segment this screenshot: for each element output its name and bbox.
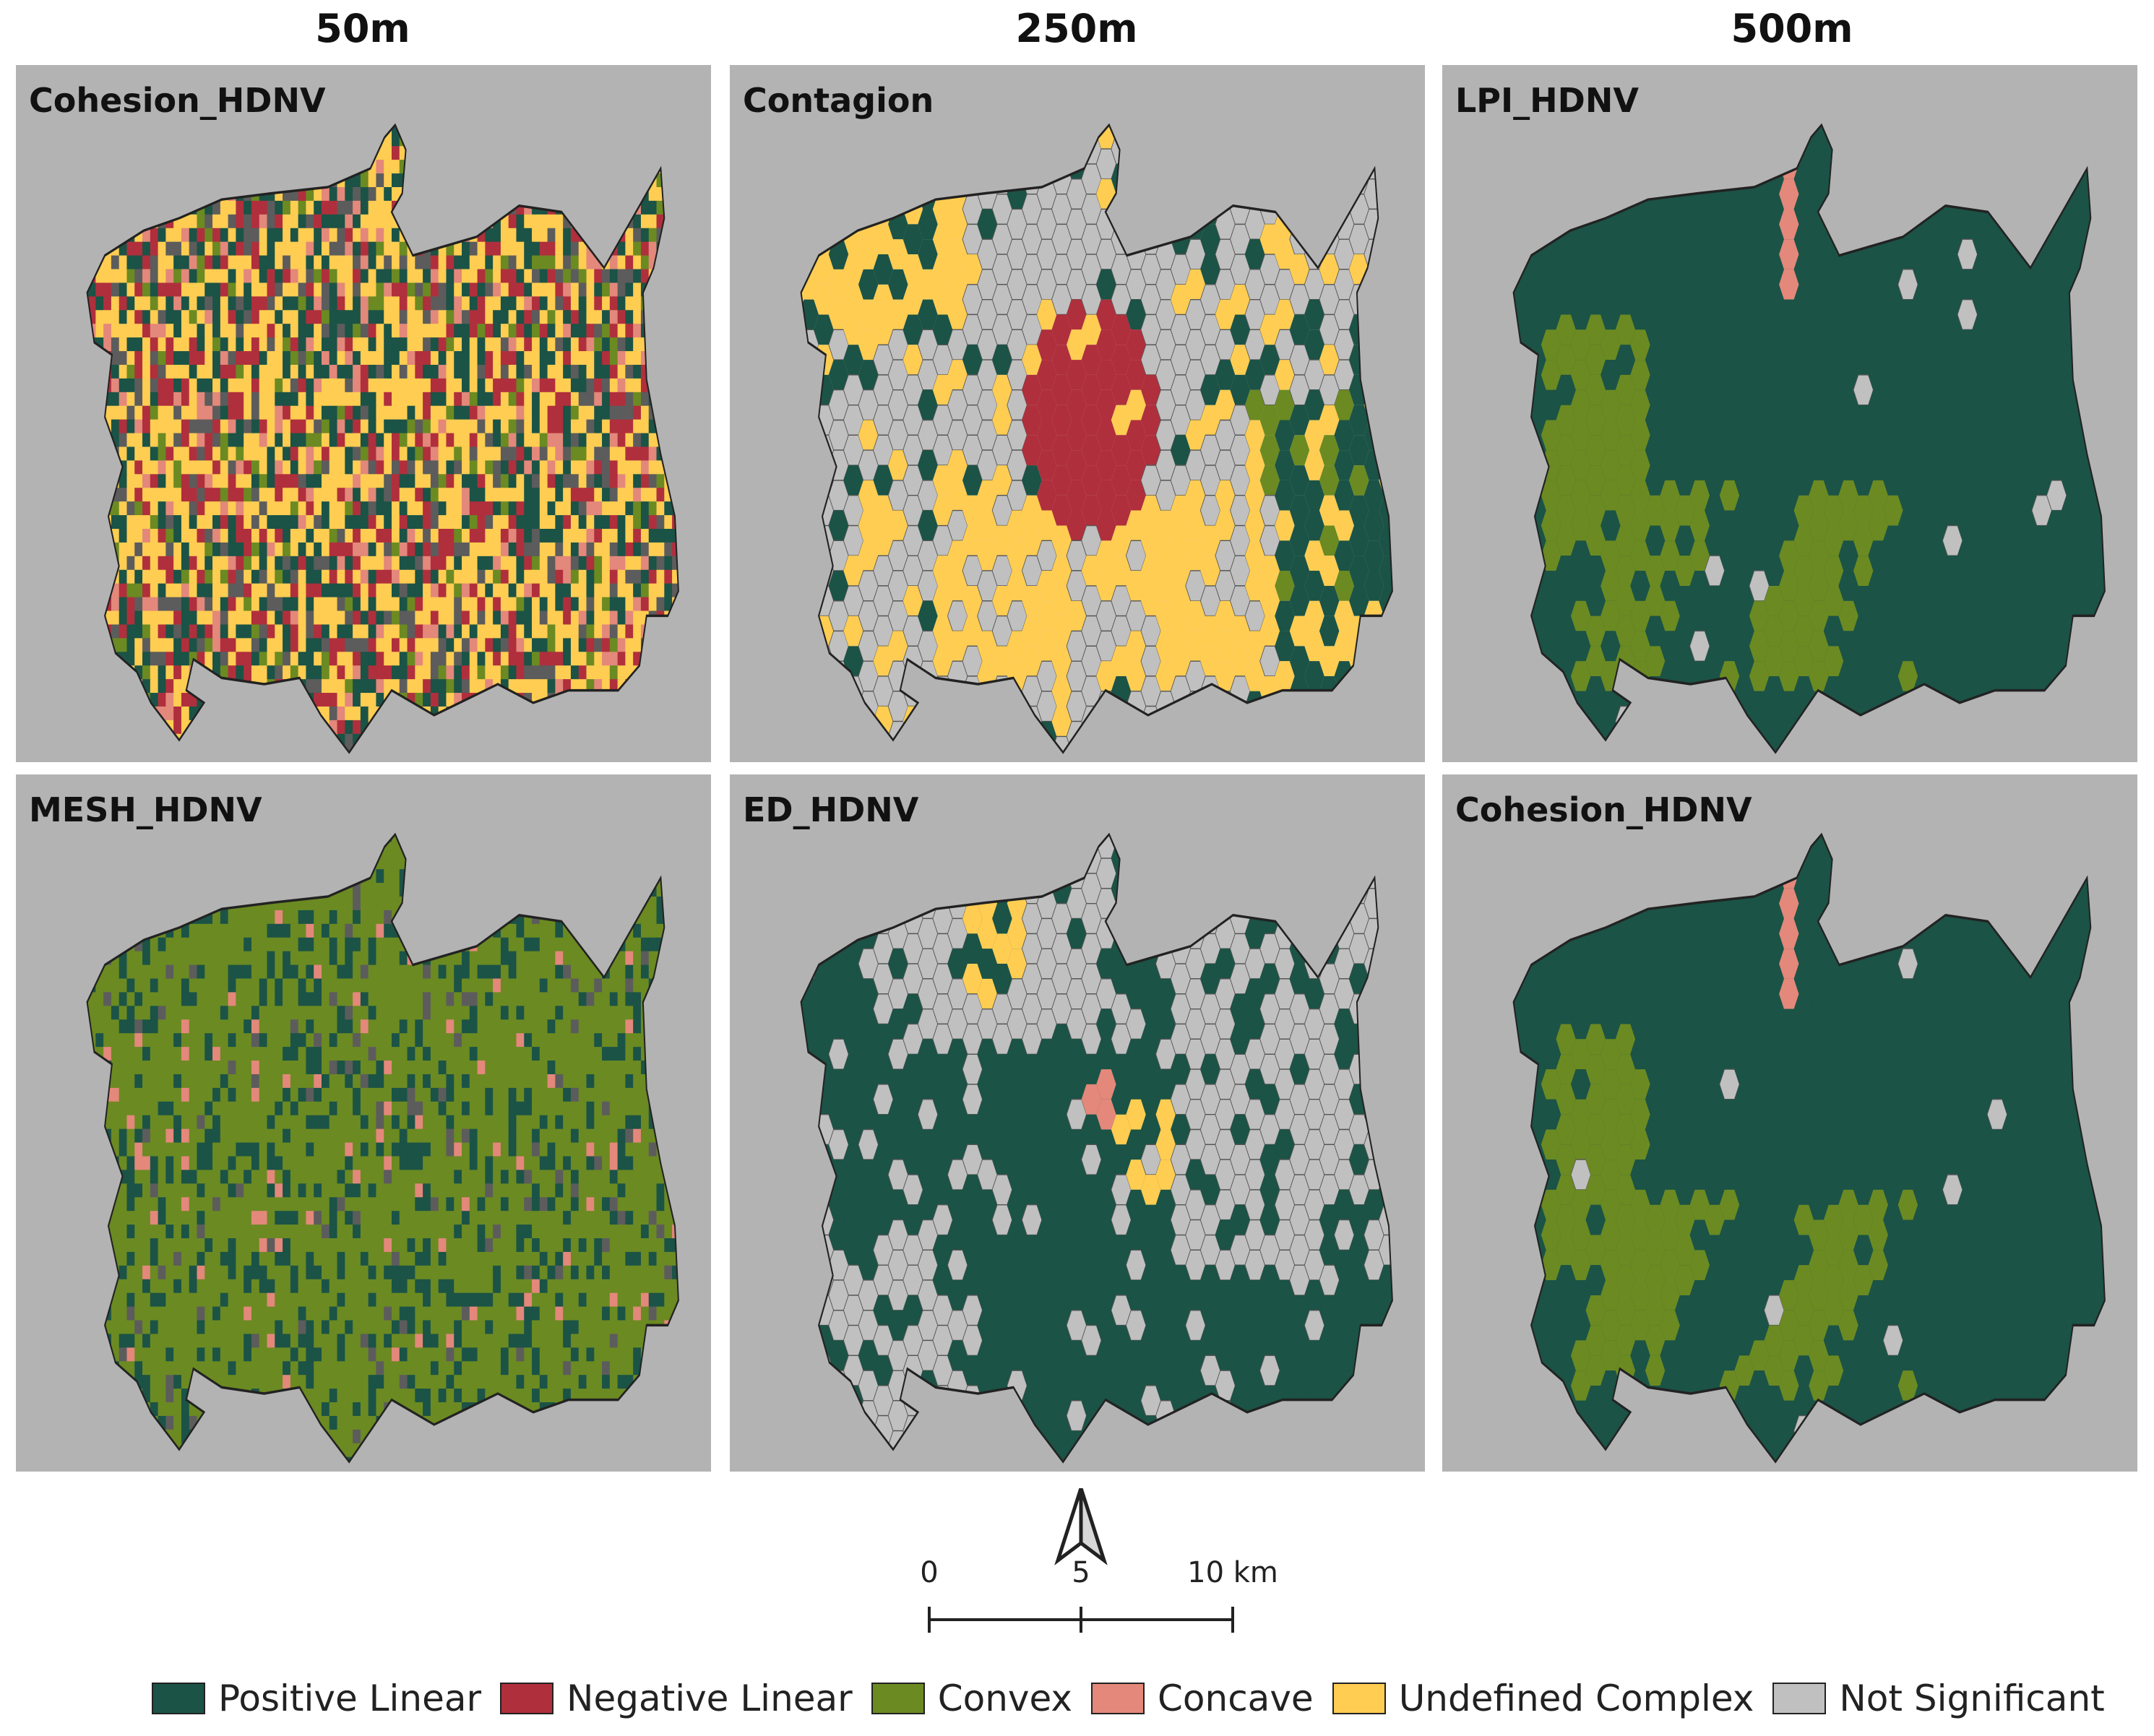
column-title-50m: 50m [315, 6, 410, 51]
legend-label: Not Significant [1839, 1677, 2105, 1719]
scale-label-10km: 10 km [1187, 1556, 1278, 1589]
legend-item-positive-linear: Positive Linear [152, 1677, 481, 1719]
legend-item-convex: Convex [871, 1677, 1072, 1719]
region-map [86, 123, 679, 754]
panel-label: ED_HDNV [743, 790, 919, 829]
legend-swatch [152, 1683, 205, 1714]
column-title-250m: 250m [1015, 6, 1138, 51]
legend-item-negative-linear: Negative Linear [500, 1677, 853, 1719]
legend-item-undefined-complex: Undefined Complex [1332, 1677, 1754, 1719]
panel-label: Cohesion_HDNV [1455, 790, 1752, 829]
panel-label: MESH_HDNV [29, 790, 262, 829]
column-title-500m: 500m [1731, 6, 1853, 51]
region-map [86, 832, 679, 1464]
panel-label: Cohesion_HDNV [29, 81, 326, 120]
legend-label: Positive Linear [218, 1677, 482, 1719]
region-map [800, 123, 1393, 754]
region-map [1512, 832, 2106, 1464]
legend-swatch [1332, 1683, 1386, 1714]
legend-label: Undefined Complex [1398, 1677, 1754, 1719]
legend-label: Concave [1158, 1677, 1314, 1719]
legend-label: Negative Linear [566, 1677, 853, 1719]
north-arrow-icon [1054, 1488, 1108, 1566]
map-panel-3: LPI_HDNV [1442, 65, 2137, 762]
map-panel-4: MESH_HDNV [16, 774, 711, 1472]
region-map [800, 832, 1393, 1464]
legend-swatch [500, 1683, 554, 1714]
scale-bar: 0 5 10 km [920, 1488, 1278, 1633]
scale-label-0: 0 [920, 1556, 938, 1589]
panel-label: LPI_HDNV [1455, 81, 1639, 120]
legend-swatch [1091, 1683, 1145, 1714]
map-panel-1: Cohesion_HDNV [16, 65, 711, 762]
map-panel-5: ED_HDNV [730, 774, 1425, 1472]
legend-item-not-significant: Not Significant [1772, 1677, 2105, 1719]
legend: Positive Linear Negative Linear Convex C… [152, 1673, 2124, 1724]
map-panel-6: Cohesion_HDNV [1442, 774, 2137, 1472]
map-panel-2: Contagion [730, 65, 1425, 762]
region-map [1512, 123, 2106, 754]
legend-swatch [1772, 1683, 1827, 1714]
scale-label-5: 5 [1072, 1556, 1090, 1589]
legend-label: Convex [937, 1677, 1072, 1719]
legend-swatch [871, 1683, 925, 1714]
panel-label: Contagion [743, 81, 934, 120]
legend-item-concave: Concave [1091, 1677, 1314, 1719]
